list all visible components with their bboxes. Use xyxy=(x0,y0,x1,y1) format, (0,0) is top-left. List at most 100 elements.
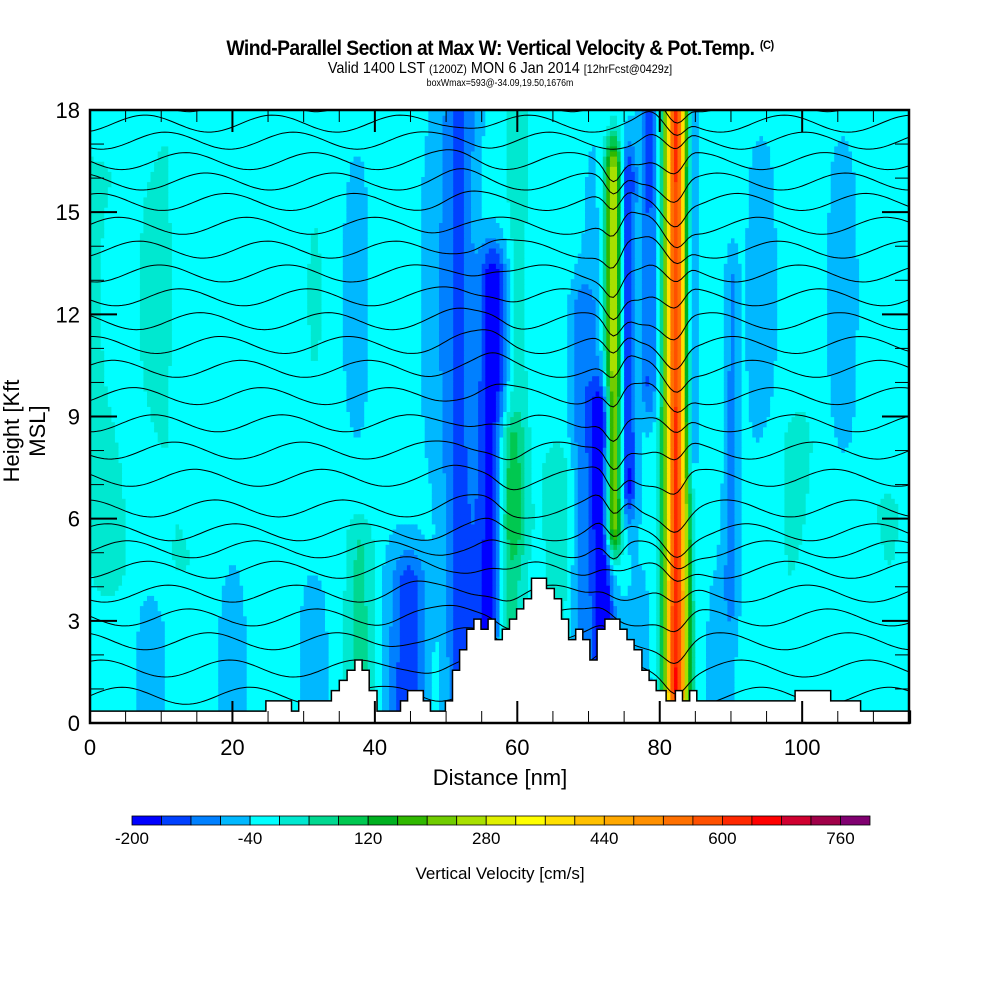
field-cell xyxy=(824,657,828,663)
field-cell xyxy=(898,682,902,688)
field-cell xyxy=(407,662,411,668)
field-cell xyxy=(300,692,304,698)
field-cell xyxy=(670,621,674,627)
field-cell xyxy=(218,611,222,617)
field-cell xyxy=(806,646,810,652)
field-cell xyxy=(453,646,457,652)
field-cell xyxy=(628,631,632,637)
field-cell xyxy=(243,652,247,658)
field-cell xyxy=(710,626,714,632)
field-cell xyxy=(407,621,411,627)
field-cell xyxy=(432,657,436,663)
field-cell xyxy=(307,626,311,632)
field-cell xyxy=(325,682,329,688)
field-cell xyxy=(133,631,137,637)
field-cell xyxy=(777,672,781,678)
field-cell xyxy=(834,621,838,627)
field-cell xyxy=(816,657,820,663)
field-cell xyxy=(678,667,682,673)
field-cell xyxy=(108,677,112,683)
field-cell xyxy=(232,657,236,663)
field-cell xyxy=(225,672,229,678)
field-cell xyxy=(297,682,301,688)
field-cell xyxy=(143,616,147,622)
field-cell xyxy=(792,636,796,642)
field-cell xyxy=(250,626,254,632)
field-cell xyxy=(443,662,447,668)
field-cell xyxy=(215,626,219,632)
field-cell xyxy=(695,631,699,637)
field-cell xyxy=(777,636,781,642)
field-cell xyxy=(368,616,372,622)
field-cell xyxy=(881,677,885,683)
field-cell xyxy=(759,636,763,642)
field-cell xyxy=(400,626,404,632)
field-cell xyxy=(646,631,650,637)
field-cell xyxy=(460,641,464,647)
field-cell xyxy=(777,626,781,632)
field-cell xyxy=(888,652,892,658)
field-cell xyxy=(336,616,340,622)
field-cell xyxy=(453,616,457,622)
field-cell xyxy=(126,657,130,663)
field-cell xyxy=(752,646,756,652)
field-cell xyxy=(663,677,667,683)
field-cell xyxy=(332,652,336,658)
field-cell xyxy=(824,616,828,622)
field-cell xyxy=(154,626,158,632)
field-cell xyxy=(841,631,845,637)
field-cell xyxy=(496,611,500,617)
field-cell xyxy=(232,667,236,673)
field-cell xyxy=(898,692,902,698)
field-cell xyxy=(745,646,749,652)
field-cell xyxy=(881,698,885,704)
field-cell xyxy=(396,646,400,652)
field-cell xyxy=(745,657,749,663)
field-cell xyxy=(279,652,283,658)
field-cell xyxy=(254,682,258,688)
field-cell xyxy=(161,667,165,673)
field-cell xyxy=(681,677,685,683)
field-cell xyxy=(250,616,254,622)
field-cell xyxy=(236,672,240,678)
field-cell xyxy=(763,677,767,683)
field-cell xyxy=(218,703,222,709)
field-cell xyxy=(389,631,393,637)
field-cell xyxy=(218,636,222,642)
field-cell xyxy=(870,698,874,704)
field-cell xyxy=(759,652,763,658)
field-cell xyxy=(663,616,667,622)
field-cell xyxy=(236,616,240,622)
field-cell xyxy=(250,636,254,642)
field-cell xyxy=(777,641,781,647)
field-cell xyxy=(443,641,447,647)
field-cell xyxy=(151,662,155,668)
field-cell xyxy=(172,657,176,663)
field-cell xyxy=(710,687,714,693)
field-cell xyxy=(268,677,272,683)
field-cell xyxy=(204,631,208,637)
field-cell xyxy=(126,631,130,637)
field-cell xyxy=(350,641,354,647)
field-cell xyxy=(208,646,212,652)
field-cell xyxy=(435,657,439,663)
field-cell xyxy=(168,682,172,688)
field-cell xyxy=(325,677,329,683)
field-cell xyxy=(653,667,657,673)
field-cell xyxy=(307,646,311,652)
field-cell xyxy=(204,657,208,663)
field-cell xyxy=(300,636,304,642)
field-cell xyxy=(250,703,254,709)
field-cell xyxy=(136,672,140,678)
field-cell xyxy=(314,611,318,617)
field-cell xyxy=(179,667,183,673)
field-cell xyxy=(215,636,219,642)
field-cell xyxy=(161,662,165,668)
field-cell xyxy=(660,616,664,622)
field-cell xyxy=(126,667,130,673)
field-cell xyxy=(368,631,372,637)
field-cell xyxy=(382,636,386,642)
field-cell xyxy=(122,667,126,673)
field-cell xyxy=(297,652,301,658)
field-cell xyxy=(154,662,158,668)
